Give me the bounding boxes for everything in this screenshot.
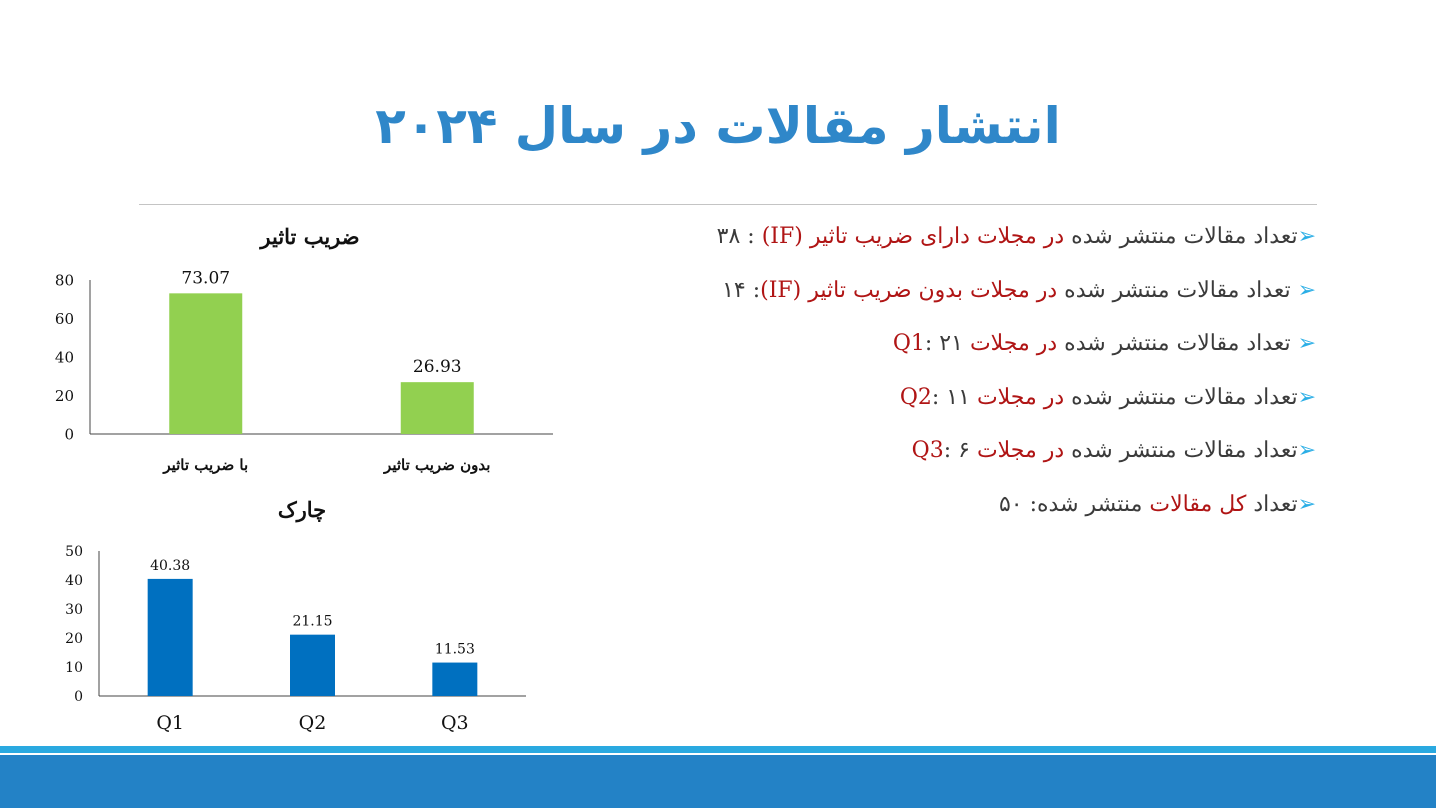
- arrow-bullet-icon: ➢: [1297, 331, 1316, 356]
- title-divider: [139, 204, 1317, 205]
- x-tick-label: Q3: [441, 712, 469, 734]
- bullet-suffix: : ۳۸: [716, 224, 762, 249]
- arrow-bullet-icon: ➢: [1297, 384, 1316, 410]
- bullet-suffix: : ۱۴: [722, 277, 761, 303]
- bullet-prefix: تعداد: [1246, 491, 1298, 517]
- x-tick-label: Q1: [156, 712, 184, 734]
- bullet-item: ➢تعداد مقالات منتشر شده در مجلات دارای ض…: [650, 220, 1316, 274]
- x-tick-label: با ضریب تاثیر: [162, 456, 248, 474]
- chart-title: ضریب تاثیر: [258, 224, 359, 250]
- data-label: 26.93: [413, 357, 462, 377]
- bullet-prefix: تعداد مقالات منتشر شده: [1064, 224, 1298, 249]
- y-tick-label: 50: [65, 544, 83, 560]
- impact-factor-chart: ضریب تاثیر 0 20 40 60 80 73.07 با ضریب تاثیر 26.…: [55, 224, 553, 474]
- data-label: 73.07: [181, 268, 230, 288]
- bullet-suffix: : ۱۱: [931, 384, 970, 410]
- bullet-highlight: در مجلات Q1: [892, 331, 1058, 356]
- bar: [147, 578, 193, 696]
- y-tick-label: 0: [74, 689, 83, 705]
- y-tick-label: 80: [55, 271, 74, 289]
- data-label: 21.15: [292, 614, 332, 630]
- arrow-bullet-icon: ➢: [1297, 224, 1316, 249]
- bullet-item: ➢تعداد مقالات منتشر شده در مجلات Q3: ۶: [650, 434, 1316, 488]
- bar: [169, 293, 243, 434]
- bullet-prefix: تعداد مقالات منتشر شده: [1057, 331, 1298, 356]
- bullet-item: ➢ تعداد مقالات منتشر شده در مجلات Q1: ۲۱: [650, 327, 1316, 381]
- y-tick-label: 20: [55, 387, 74, 405]
- y-tick-label: 20: [65, 631, 83, 647]
- chart-title: چارک: [278, 497, 326, 523]
- bullet-suffix: منتشر شده: ۵۰: [998, 491, 1150, 517]
- bullet-prefix: تعداد مقالات منتشر شده: [1057, 277, 1298, 303]
- bullet-suffix: : ۶: [943, 438, 970, 463]
- bullet-item: ➢ تعداد مقالات منتشر شده در مجلات بدون ض…: [650, 274, 1316, 328]
- bullet-suffix: : ۲۱: [924, 331, 963, 356]
- bullet-highlight: کل مقالات: [1149, 491, 1247, 517]
- bar: [290, 634, 335, 696]
- bullet-list: ➢تعداد مقالات منتشر شده در مجلات دارای ض…: [650, 220, 1316, 541]
- arrow-bullet-icon: ➢: [1297, 438, 1316, 463]
- data-label: 11.53: [435, 642, 475, 658]
- y-tick-label: 40: [65, 573, 83, 589]
- x-tick-label: بدون ضریب تاثیر: [383, 456, 490, 474]
- footer-band-light: [0, 746, 1436, 753]
- y-tick-label: 10: [65, 660, 83, 676]
- x-tick-label: Q2: [299, 712, 327, 734]
- y-tick-label: 0: [64, 425, 74, 443]
- y-tick-label: 40: [55, 348, 74, 366]
- bullet-prefix: تعداد مقالات منتشر شده: [1064, 438, 1298, 463]
- bar: [432, 662, 478, 696]
- quartile-chart: چارک 0 10 20 30 40 50 40.38 Q1 21.15 Q2 11.53 Q3: [65, 497, 526, 734]
- footer-band-dark: [0, 755, 1436, 808]
- bullet-highlight: در مجلات بدون ضریب تاثیر (IF): [760, 277, 1058, 303]
- bullet-highlight: در مجلات Q3: [911, 438, 1065, 463]
- slide-title: انتشار مقالات در سال ۲۰۲۴: [375, 97, 1061, 155]
- bullet-highlight: در مجلات Q2: [899, 384, 1065, 410]
- bullet-item: ➢تعداد مقالات منتشر شده در مجلات Q2: ۱۱: [650, 381, 1316, 435]
- arrow-bullet-icon: ➢: [1297, 491, 1316, 517]
- bullet-prefix: تعداد مقالات منتشر شده: [1064, 384, 1298, 410]
- y-tick-label: 30: [65, 602, 83, 618]
- bullet-item: ➢تعداد کل مقالات منتشر شده: ۵۰: [650, 488, 1316, 542]
- bar: [400, 382, 474, 434]
- bullet-highlight: در مجلات دارای ضریب تاثیر (IF): [761, 224, 1065, 249]
- data-label: 40.38: [150, 558, 190, 574]
- y-tick-label: 60: [55, 310, 74, 328]
- arrow-bullet-icon: ➢: [1297, 277, 1316, 303]
